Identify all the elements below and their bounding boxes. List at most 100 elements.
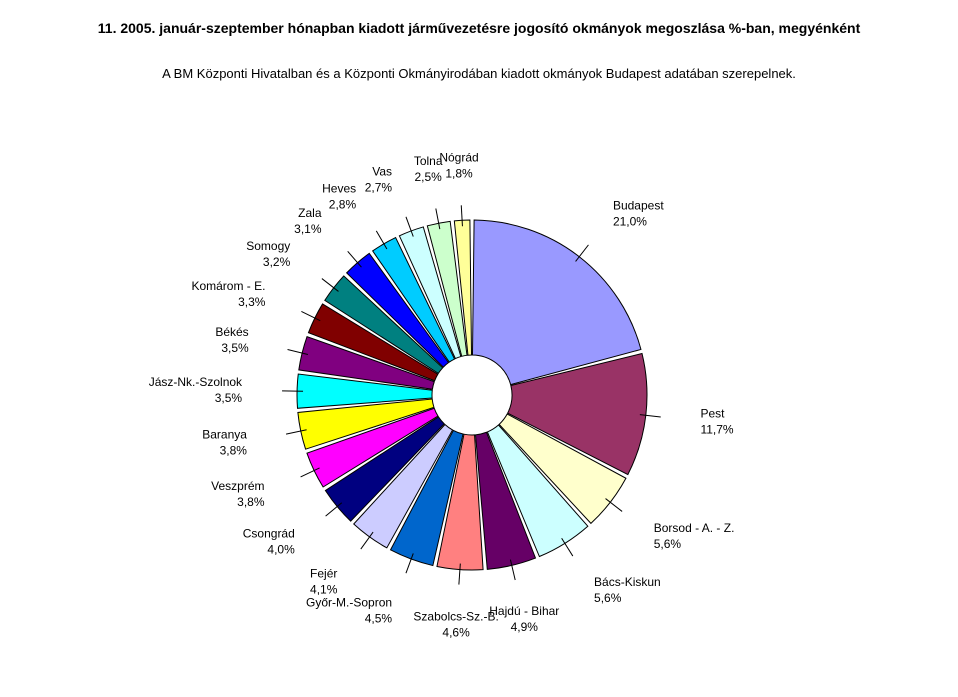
slice-value-pest: 11,7%	[700, 423, 733, 437]
slice-name-pest: Pest	[700, 407, 725, 421]
leader-line-heves	[375, 230, 388, 250]
leader-line-fejer	[360, 531, 374, 550]
slice-somogy	[324, 275, 444, 375]
slice-label-somogy: Somogy 3,2%	[246, 239, 290, 269]
slice-csongrad	[324, 416, 445, 522]
leader-line-bekes	[287, 349, 309, 356]
slice-label-zala: Zala 3,1%	[294, 206, 322, 236]
slice-name-nograd: Nógrád	[439, 150, 478, 164]
leader-line-gyor-m-sopron	[405, 553, 414, 574]
slice-value-bekes: 3,5%	[221, 341, 249, 355]
slice-name-tolna: Tolna	[414, 154, 443, 168]
leader-line-zala	[347, 250, 362, 268]
slice-value-budapest: 21,0%	[613, 214, 647, 228]
slice-value-csongrad: 4,0%	[267, 543, 295, 557]
slice-value-jasz-nk-szolnok: 3,5%	[215, 391, 243, 405]
slice-label-nograd: Nógrád 1,8%	[439, 150, 478, 180]
slice-label-borsod-a-z: Borsod - A. - Z. 5,6%	[654, 521, 735, 551]
slice-name-veszprem: Veszprém	[211, 479, 264, 493]
slice-name-somogy: Somogy	[246, 239, 290, 253]
slice-value-szabolcs-sz-b: 4,6%	[442, 625, 470, 639]
leader-line-veszprem	[300, 467, 320, 478]
slice-label-vas: Vas 2,7%	[365, 164, 393, 194]
slice-name-gyor-m-sopron: Győr-M.-Sopron	[306, 596, 392, 610]
leader-line-hajdu-bihar	[509, 559, 516, 581]
slice-name-jasz-nk-szolnok: Jász-Nk.-Szolnok	[149, 375, 243, 389]
leader-line-pest	[639, 414, 661, 418]
slice-label-hajdu-bihar: Hajdú - Bihar 4,9%	[489, 604, 559, 634]
slice-name-heves: Heves	[322, 181, 356, 195]
slice-name-komarom-e: Komárom - E.	[191, 279, 265, 293]
leader-line-tolna	[435, 208, 441, 230]
slice-name-baranya: Baranya	[202, 427, 247, 441]
slice-value-komarom-e: 3,3%	[238, 295, 266, 309]
leader-line-csongrad	[325, 502, 343, 517]
slice-label-gyor-m-sopron: Győr-M.-Sopron 4,5%	[306, 596, 392, 626]
slice-label-pest: Pest 11,7%	[700, 407, 733, 437]
slice-tolna	[426, 220, 468, 357]
slice-label-budapest: Budapest 21,0%	[613, 198, 664, 228]
slice-name-bekes: Békés	[215, 325, 248, 339]
chart-title: 11. 2005. január-szeptember hónapban kia…	[0, 18, 958, 38]
leader-line-nograd	[460, 205, 463, 227]
slice-komarom-e	[307, 303, 439, 382]
slice-name-szabolcs-sz-b: Szabolcs-Sz.-B.	[413, 609, 498, 623]
slice-value-heves: 2,8%	[329, 197, 357, 211]
slice-label-baranya: Baranya 3,8%	[202, 427, 247, 457]
slice-value-bacs-kiskun: 5,6%	[594, 591, 622, 605]
slice-szabolcs-sz-b	[436, 433, 484, 571]
slice-label-heves: Heves 2,8%	[322, 181, 356, 211]
slice-veszprem	[306, 407, 439, 488]
leader-line-baranya	[285, 429, 307, 435]
slice-label-bacs-kiskun: Bács-Kiskun 5,6%	[594, 575, 661, 605]
slice-nograd	[453, 219, 473, 356]
slice-label-csongrad: Csongrád 4,0%	[243, 527, 295, 557]
leader-line-budapest	[575, 244, 589, 262]
slice-heves	[371, 236, 456, 363]
slice-value-somogy: 3,2%	[263, 255, 291, 269]
slice-value-zala: 3,1%	[294, 222, 322, 236]
slice-name-csongrad: Csongrád	[243, 527, 295, 541]
slice-value-borsod-a-z: 5,6%	[654, 537, 682, 551]
slice-pest	[506, 352, 648, 476]
slice-zala	[345, 252, 450, 368]
leader-line-komarom-e	[301, 310, 321, 322]
slice-gyor-m-sopron	[389, 429, 464, 567]
slice-hajdu-bihar	[474, 431, 537, 570]
slice-label-bekes: Békés 3,5%	[215, 325, 249, 355]
leader-line-vas	[405, 216, 414, 237]
slice-vas	[398, 226, 462, 360]
slice-value-tolna: 2,5%	[415, 170, 443, 184]
slice-budapest	[471, 219, 642, 386]
slice-label-veszprem: Veszprém 3,8%	[211, 479, 265, 509]
slice-name-vas: Vas	[372, 164, 392, 178]
slice-label-fejer: Fejér 4,1%	[310, 566, 338, 596]
slice-fejer	[353, 423, 454, 549]
slice-borsod-a-z	[498, 413, 627, 525]
slice-value-baranya: 3,8%	[220, 443, 248, 457]
slice-value-hajdu-bihar: 4,9%	[511, 620, 539, 634]
slice-bacs-kiskun	[486, 424, 589, 558]
leader-line-borsod-a-z	[605, 498, 623, 512]
slice-label-szabolcs-sz-b: Szabolcs-Sz.-B. 4,6%	[413, 609, 498, 639]
leader-line-somogy	[321, 278, 339, 292]
slice-value-veszprem: 3,8%	[237, 495, 265, 509]
leader-line-bacs-kiskun	[561, 537, 574, 557]
leader-line-szabolcs-sz-b	[458, 563, 461, 585]
slice-label-tolna: Tolna 2,5%	[414, 154, 443, 184]
slice-value-vas: 2,7%	[365, 180, 393, 194]
slice-value-nograd: 1,8%	[445, 166, 473, 180]
slice-bekes	[298, 336, 435, 390]
slice-value-gyor-m-sopron: 4,5%	[365, 612, 393, 626]
slice-name-fejer: Fejér	[310, 566, 337, 580]
slice-name-hajdu-bihar: Hajdú - Bihar	[489, 604, 559, 618]
slice-jasz-nk-szolnok	[296, 373, 433, 409]
slice-name-budapest: Budapest	[613, 198, 664, 212]
slice-baranya	[297, 398, 435, 450]
chart-subtitle: A BM Központi Hivatalban és a Központi O…	[162, 66, 796, 81]
slice-name-bacs-kiskun: Bács-Kiskun	[594, 575, 661, 589]
slice-label-komarom-e: Komárom - E. 3,3%	[191, 279, 265, 309]
slice-name-borsod-a-z: Borsod - A. - Z.	[654, 521, 735, 535]
chart-title-text: 11. 2005. január-szeptember hónapban kia…	[97, 20, 861, 36]
